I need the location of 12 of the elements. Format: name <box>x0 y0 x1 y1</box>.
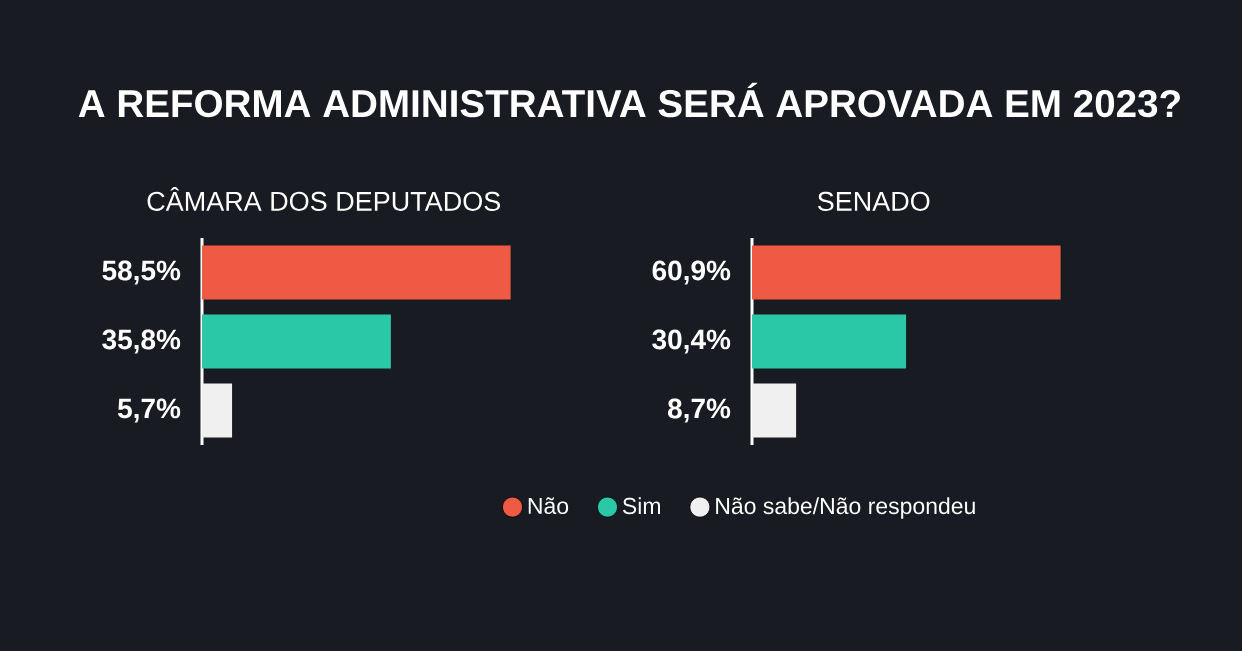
chart-subtitle: SENADO <box>817 191 930 211</box>
legend-label: Não <box>528 497 569 515</box>
legend-label: Não sabe/Não respondeu <box>716 497 975 519</box>
data-label: 35,8% <box>102 329 181 354</box>
chart-subtitle: CÂMARA DOS DEPUTADOS <box>147 187 501 211</box>
legend-label: Sim <box>622 497 660 515</box>
data-label: 58,5% <box>102 260 181 285</box>
text: A REFORMA ADMINISTRATIVA SERÁ APROVADA EM 2023? <box>78 82 1180 118</box>
data-label: 5,7% <box>117 398 181 423</box>
data-label: 60,9% <box>652 260 731 285</box>
data-label: 8,7% <box>668 398 731 423</box>
data-label: 30,4% <box>652 329 731 354</box>
